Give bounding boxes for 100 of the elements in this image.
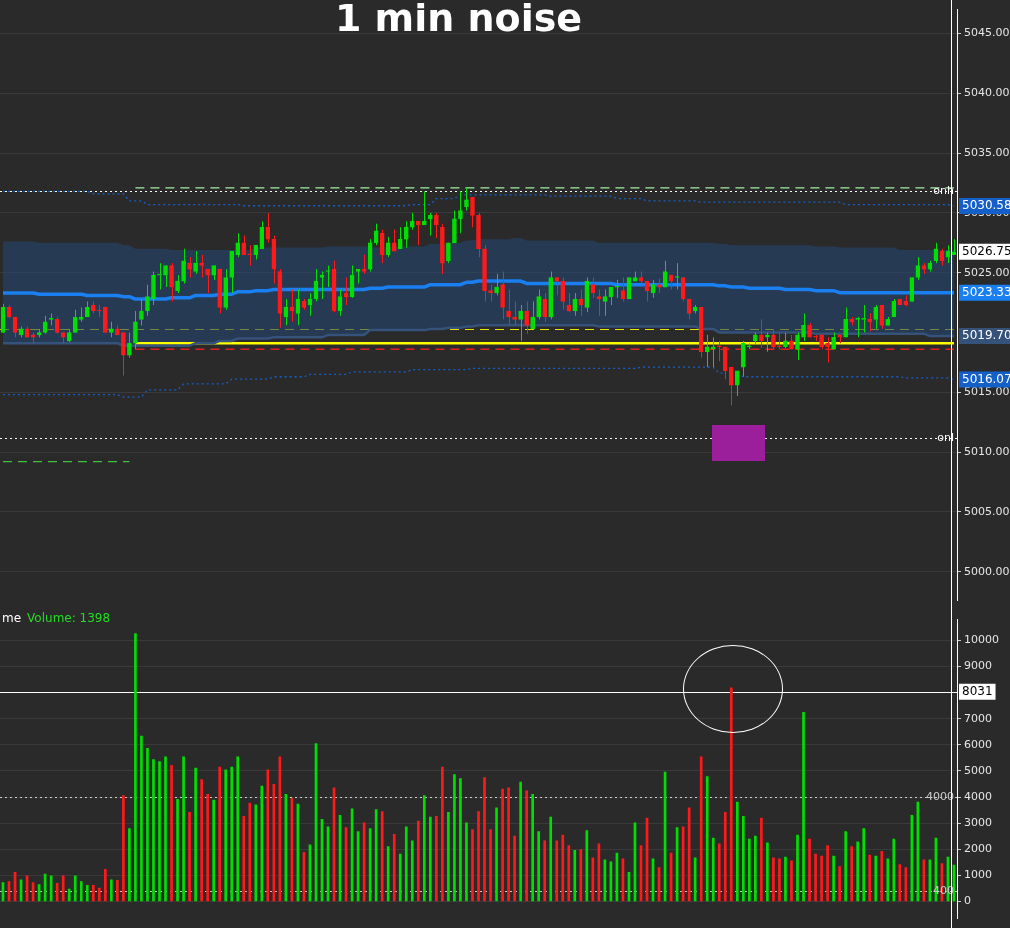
bar — [182, 756, 185, 902]
bar — [380, 811, 384, 902]
y-tick-label: 9000 — [964, 659, 992, 673]
bar — [104, 869, 107, 902]
y-tick-label: 5025.00 — [964, 265, 1010, 279]
bar — [453, 774, 456, 902]
bar — [766, 842, 769, 902]
bar — [248, 802, 252, 902]
bar — [507, 787, 510, 902]
bar — [579, 849, 583, 902]
bar — [784, 856, 787, 902]
bar — [212, 799, 215, 902]
bar — [441, 766, 444, 902]
y-tick-label: 5035.00 — [964, 145, 1010, 159]
bar — [416, 820, 420, 902]
bar — [567, 845, 571, 902]
ref-line-label: 8031 — [962, 683, 993, 698]
bar — [880, 851, 884, 902]
y-tick-label: 5045.00 — [964, 26, 1010, 40]
bar — [224, 769, 228, 902]
bar — [802, 711, 805, 902]
bar — [868, 854, 872, 902]
bar — [116, 879, 119, 902]
y-tick-label: 3000 — [964, 816, 992, 830]
bar — [742, 816, 745, 902]
bar — [711, 837, 715, 902]
bar — [844, 831, 847, 902]
y-tick-label: 5010.00 — [964, 444, 1010, 458]
bar — [435, 816, 438, 902]
bar — [483, 777, 486, 902]
y-tick-label: 5005.00 — [964, 504, 1010, 518]
bar — [236, 756, 240, 902]
bar — [97, 887, 101, 902]
data-label: 5030.58 — [962, 198, 1010, 213]
bar — [465, 822, 468, 902]
bar — [200, 779, 203, 902]
bar — [501, 788, 504, 902]
y-tick-label: 5040.00 — [964, 86, 1010, 100]
bar — [128, 828, 131, 902]
bar — [471, 829, 474, 902]
y-tick-label: 10000 — [964, 633, 999, 647]
bar — [856, 841, 860, 902]
candlestick — [777, 332, 782, 350]
bar — [429, 816, 432, 902]
bar — [140, 735, 143, 902]
bar — [754, 835, 757, 902]
y-tick-label: 6000 — [964, 737, 992, 751]
bar — [176, 799, 179, 902]
y-tick-label: 4000 — [964, 789, 992, 803]
bar — [561, 834, 565, 902]
bar — [531, 794, 534, 902]
y-tick-label: 5000.00 — [964, 564, 1010, 578]
bar — [158, 761, 161, 902]
bar — [513, 835, 516, 902]
bar — [874, 855, 878, 902]
bar — [693, 857, 697, 902]
y-tick-label: 5000 — [964, 763, 992, 777]
bar — [796, 834, 799, 902]
bar — [260, 785, 264, 902]
bar — [489, 829, 492, 902]
bar — [170, 764, 173, 902]
bar — [206, 794, 209, 902]
bar — [723, 812, 727, 902]
bar — [230, 766, 234, 902]
bar — [862, 828, 866, 902]
bar — [748, 838, 751, 902]
bar — [392, 834, 396, 902]
y-tick-label: 2000 — [964, 842, 992, 856]
bar — [242, 816, 246, 902]
bar — [447, 812, 450, 902]
candlestick — [247, 244, 253, 267]
bar — [194, 767, 197, 902]
bar — [898, 864, 902, 902]
bar — [735, 801, 739, 902]
bar — [218, 766, 222, 902]
bar — [477, 811, 480, 902]
data-label: 5019.70 — [962, 328, 1010, 343]
y-tick-label: 7000 — [964, 711, 992, 725]
candlestick — [747, 342, 752, 350]
bar — [760, 817, 763, 902]
bar — [892, 838, 896, 902]
bar — [459, 778, 462, 902]
bar — [73, 875, 77, 902]
text: 5026.75 — [962, 243, 1010, 258]
bar — [404, 826, 408, 902]
bar — [423, 795, 426, 902]
candlestick — [716, 340, 722, 362]
bar — [699, 756, 703, 902]
bar — [67, 888, 71, 902]
bar — [55, 883, 59, 902]
bar — [790, 860, 793, 902]
bar — [254, 804, 258, 902]
bar — [555, 840, 559, 902]
bar — [573, 849, 577, 902]
bar — [386, 846, 390, 902]
bar — [164, 756, 167, 902]
bar — [886, 858, 890, 902]
bar — [808, 838, 811, 902]
bar — [61, 875, 65, 902]
bar — [519, 781, 522, 902]
